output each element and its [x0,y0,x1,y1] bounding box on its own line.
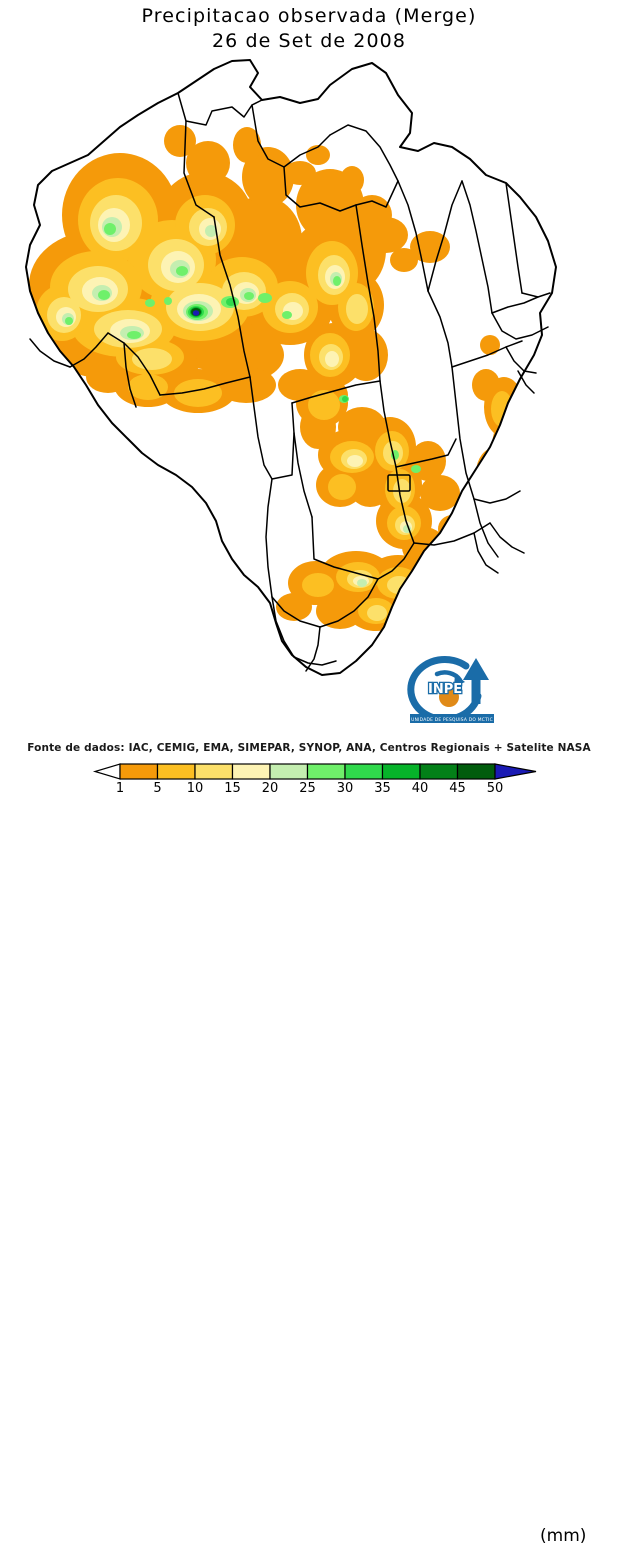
colorbar-swatch [344,763,384,780]
colorbar-tick-label: 30 [337,781,354,796]
colorbar-tick-label: 10 [187,781,204,796]
colorbar-swatch [381,763,421,780]
logo-tagline: UNIDADE DE PESQUISA DO MCTIC [411,717,493,723]
colorbar-under-arrow [92,763,121,780]
colorbar-tick-label: 20 [262,781,279,796]
colorbar-tick-label: 45 [449,781,466,796]
colorbar: 1 5 10 15 20 25 30 35 40 45 50 (mm) [0,760,618,1546]
logo-tagline-banner [410,714,494,723]
chart-title-block: Precipitacao observada (Merge) 26 de Set… [0,4,618,54]
colorbar-swatch [269,763,309,780]
colorbar-swatch [419,763,459,780]
colorbar-tick-label: 5 [153,781,161,796]
state-boundaries [29,92,551,672]
logo-up-arrowhead [463,658,489,680]
colorbar-tick-label: 1 [116,781,124,796]
colorbar-tick-label: 35 [374,781,391,796]
title-line-2: 26 de Set de 2008 [211,30,407,52]
logo-inner-arrowhead [454,674,465,687]
colorbar-tick-label: 50 [487,781,504,796]
data-source-label: Fonte de dados: IAC, CEMIG, EMA, SIMEPAR… [27,742,591,754]
colorbar-swatch [119,763,159,780]
colorbar-swatch [456,763,496,780]
colorbar-over-arrow [494,763,537,780]
colorbar-tick-label: 15 [224,781,241,796]
colorbar-tick-label: 25 [299,781,316,796]
colorbar-swatch [306,763,346,780]
colorbar-tick-labels: 1 5 10 15 20 25 30 35 40 45 50 [116,781,503,796]
colorbar-swatch [156,763,196,780]
colorbar-tick-label: 40 [412,781,429,796]
precipitation-map [0,55,618,680]
inpe-logo-svg: INPE UNIDADE DE PESQUISA DO MCTIC [407,655,494,723]
colorbar-swatch [231,763,271,780]
map-svg [25,59,557,676]
precip-band-over-50mm [192,310,200,316]
colorbar-swatches [92,763,537,780]
logo-sphere [439,687,459,707]
colorbar-units-label: (mm) [540,1526,587,1546]
brazil-outline [25,59,557,676]
colorbar-swatch [194,763,234,780]
precipitation-field [26,125,538,675]
colorbar-svg: 1 5 10 15 20 25 30 35 40 45 50 [92,763,537,796]
logo-wordmark: INPE [428,682,462,697]
title-line-1: Precipitacao observada (Merge) [141,5,477,27]
inpe-logo: INPE UNIDADE DE PESQUISA DO MCTIC [392,652,510,726]
